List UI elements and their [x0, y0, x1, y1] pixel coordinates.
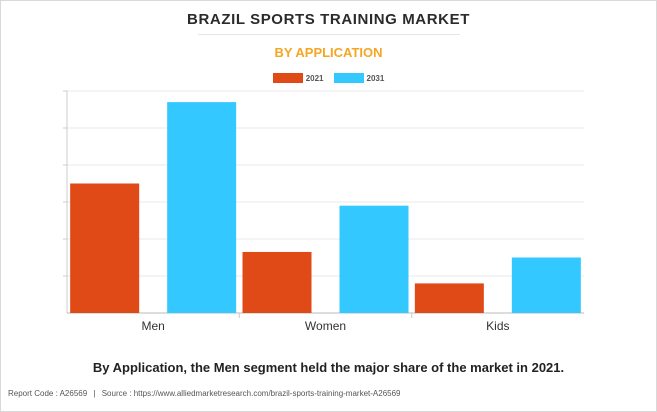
- title-divider: [198, 34, 460, 35]
- bar-2021-women: [242, 251, 312, 313]
- legend-swatch-2021: [272, 73, 303, 83]
- footer-separator: |: [93, 389, 96, 398]
- bar-2031-women: [339, 205, 409, 313]
- bar-2031-men: [167, 102, 237, 313]
- x-tick-label: Women: [305, 319, 346, 333]
- bar-2031-kids: [511, 257, 581, 313]
- bar-2021-men: [70, 183, 140, 313]
- bar-2021-kids: [414, 283, 484, 313]
- footer: Report Code : A26569 | Source : https://…: [8, 389, 401, 398]
- source-link[interactable]: Source : https://www.alliedmarketresearc…: [101, 389, 401, 398]
- legend-label-2021: 2021: [305, 73, 324, 83]
- chart-subtitle: BY APPLICATION: [274, 45, 383, 60]
- x-tick-label: Kids: [486, 319, 509, 333]
- report-code: Report Code : A26569: [8, 389, 88, 398]
- legend-item-2031: 2031: [333, 73, 385, 83]
- chart-title: BRAZIL SPORTS TRAINING MARKET: [187, 11, 470, 28]
- legend: 2021 2031: [0, 73, 657, 83]
- x-tick-label: Men: [141, 319, 164, 333]
- legend-label-2031: 2031: [366, 73, 385, 83]
- chart-caption: By Application, the Men segment held the…: [92, 360, 565, 375]
- legend-swatch-2031: [333, 73, 364, 83]
- legend-item-2021: 2021: [272, 73, 324, 83]
